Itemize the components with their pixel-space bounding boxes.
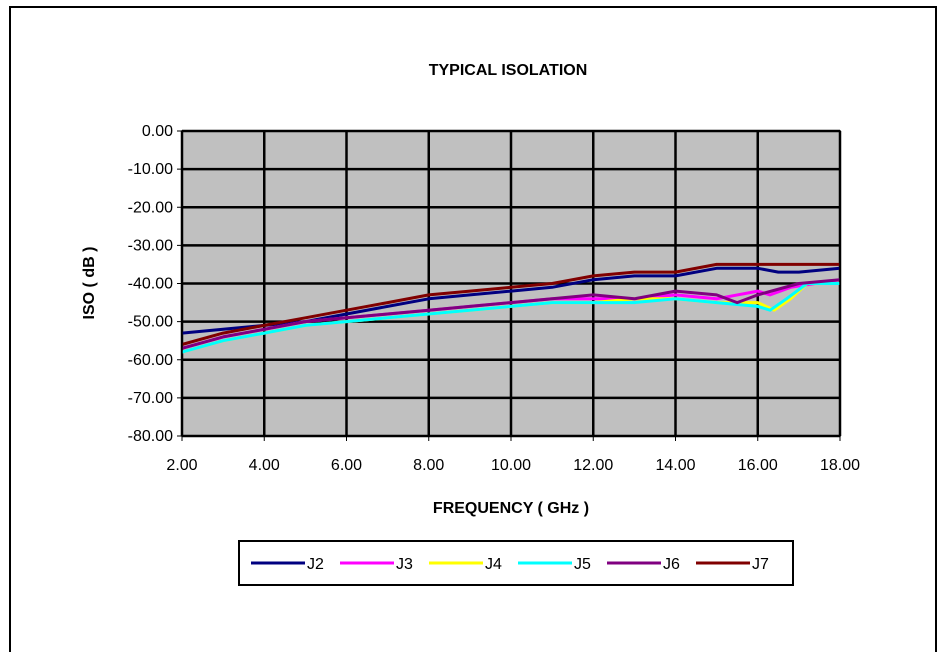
x-tick-label: 10.00 [491, 457, 531, 474]
series-line-j5 [181, 282, 840, 354]
legend-label-j2: J2 [307, 556, 324, 573]
x-tick-label: 16.00 [738, 457, 778, 474]
series-line-j7 [181, 262, 840, 346]
y-tick-label: -40.00 [128, 276, 173, 293]
y-axis-label: ISO ( dB ) [81, 247, 98, 320]
x-tick-label: 12.00 [573, 457, 613, 474]
x-tick-label: 8.00 [413, 457, 444, 474]
legend-label-j5: J5 [574, 556, 591, 573]
y-tick-label: -50.00 [128, 314, 173, 331]
legend-label-j3: J3 [396, 556, 413, 573]
legend-label-j7: J7 [752, 556, 769, 573]
legend-label-j4: J4 [485, 556, 502, 573]
series-line-j6 [181, 278, 841, 350]
y-tick-label: -70.00 [128, 390, 173, 407]
chart-title: TYPICAL ISOLATION [429, 62, 588, 79]
x-axis-label: FREQUENCY ( GHz ) [433, 500, 589, 517]
y-tick-label: 0.00 [142, 123, 173, 140]
y-tick-label: -30.00 [128, 237, 173, 254]
x-tick-labels: 2.00 4.00 6.00 8.00 10.00 12.00 14.00 16.00 18.0… [166, 436, 860, 474]
series-lines [181, 262, 841, 354]
x-tick-label: 6.00 [331, 457, 362, 474]
x-tick-label: 14.00 [655, 457, 695, 474]
y-tick-label: -10.00 [128, 161, 173, 178]
y-tick-label: -60.00 [128, 352, 173, 369]
legend: J2 J3 J4 J5 J6 J7 [238, 540, 794, 586]
chart-frame [9, 6, 937, 652]
legend-label-j6: J6 [663, 556, 680, 573]
x-tick-label: 2.00 [166, 457, 197, 474]
y-tick-labels: 0.00 -10.00 -20.00 -30.00 -40.00 -50.00 -60.00… [128, 123, 182, 445]
y-tick-label: -80.00 [128, 428, 173, 445]
y-tick-label: -20.00 [128, 199, 173, 216]
x-tick-label: 4.00 [249, 457, 280, 474]
x-tick-label: 18.00 [820, 457, 860, 474]
